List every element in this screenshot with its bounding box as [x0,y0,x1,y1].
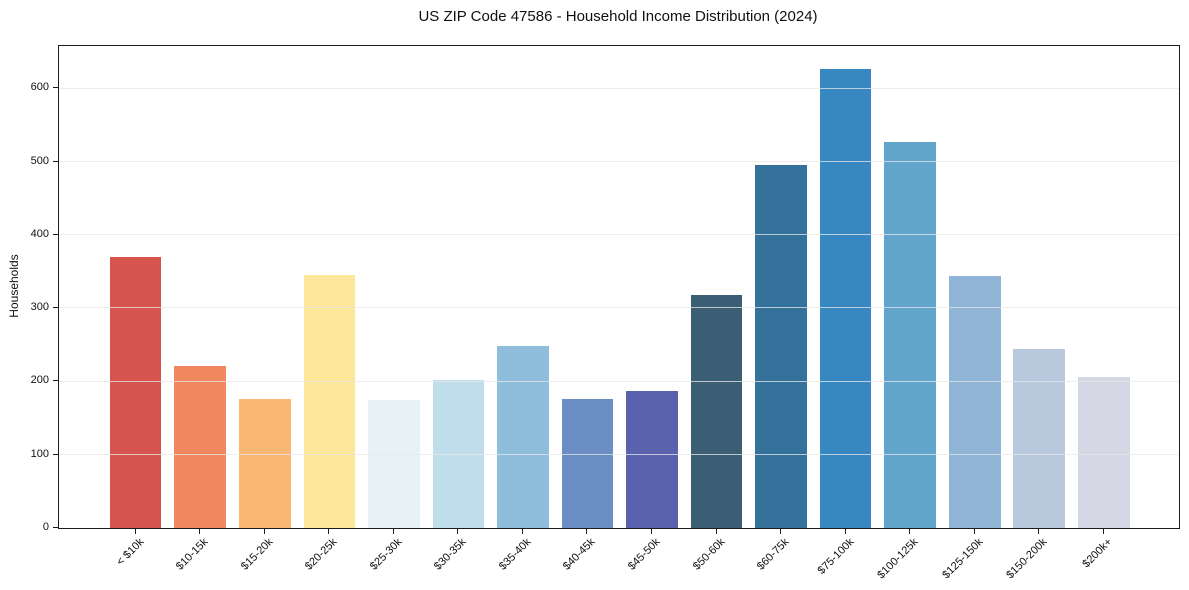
x-tick-label-$25-30k: $25-30k [367,536,405,573]
x-tick-< $10k [134,529,136,534]
x-tick-$60-75k [780,529,782,534]
bar-$150-200k [1013,349,1066,528]
x-tick-label-$100-125k: $100-125k [875,536,921,582]
x-tick-label-$200k+: $200k+ [1080,536,1115,571]
gridline-y500 [59,160,1179,162]
bar-$10-15k [174,366,227,528]
x-tick-label-$60-75k: $60-75k [754,536,792,573]
x-tick-label-$10-15k: $10-15k [174,536,211,573]
y-tick-label-100: 100 [30,447,49,460]
x-tick-label-$35-40k: $35-40k [496,536,534,573]
bar-$100-125k [884,141,936,528]
x-tick-label-$30-35k: $30-35k [432,536,469,573]
x-tick-label-$20-25k: $20-25k [303,536,340,573]
y-tick-600 [53,87,58,89]
y-tick-label-200: 200 [30,374,49,387]
gridline-y200 [59,380,1179,382]
bar-$45-50k [626,391,678,528]
x-tick-$75-100k [844,529,846,534]
y-tick-100 [53,453,58,455]
x-tick-label-$50-60k: $50-60k [690,536,728,573]
x-tick-label-$125-150k: $125-150k [939,536,986,582]
x-tick-$25-30k [392,529,394,534]
x-tick-$45-50k [651,529,653,534]
y-tick-label-0: 0 [42,521,49,533]
x-tick-label-$45-50k: $45-50k [625,536,663,573]
plot-area [58,45,1180,529]
bar-$35-40k [497,346,549,528]
x-tick-$100-125k [909,529,911,534]
x-tick-label-< $10k: < $10k [114,536,147,569]
x-tick-label-$40-45k: $40-45k [561,536,598,573]
bar-$40-45k [561,399,614,528]
y-tick-300 [53,307,58,309]
y-tick-400 [53,233,58,235]
bar-$25-30k [368,399,420,528]
y-tick-label-500: 500 [30,154,49,167]
y-tick-label-600: 600 [30,81,49,94]
x-tick-label-$75-100k: $75-100k [815,536,857,577]
y-tick-200 [53,380,58,382]
x-tick-$125-150k [973,529,975,534]
y-tick-0 [53,527,58,528]
bar-< $10k [109,256,162,528]
x-tick-label-$15-20k: $15-20k [238,536,276,573]
x-tick-$15-20k [263,529,265,534]
bar-$200k+ [1078,377,1130,528]
y-axis-label: Households [7,254,21,318]
chart-title: US ZIP Code 47586 - Household Income Dis… [418,8,818,25]
bar-$15-20k [238,399,291,528]
x-tick-$35-40k [521,529,523,534]
y-tick-label-300: 300 [30,301,49,314]
bar-$50-60k [690,295,743,528]
y-tick-label-400: 400 [30,227,49,240]
x-tick-$30-35k [457,529,459,534]
x-tick-$50-60k [715,529,717,534]
x-tick-$40-45k [586,529,588,534]
y-tick-500 [53,160,58,162]
bar-$125-150k [948,276,1001,528]
bar-$60-75k [755,164,807,528]
x-tick-$200k+ [1102,529,1104,534]
x-tick-$10-15k [199,529,201,534]
gridline-y300 [59,307,1179,309]
bar-$20-25k [303,274,356,528]
bar-$75-100k [819,68,872,528]
x-tick-$150-200k [1038,529,1040,534]
x-tick-label-$150-200k: $150-200k [1004,536,1050,582]
gridline-y400 [59,234,1179,235]
x-tick-$20-25k [328,529,330,534]
gridline-y100 [59,453,1179,455]
gridline-y600 [59,87,1179,89]
